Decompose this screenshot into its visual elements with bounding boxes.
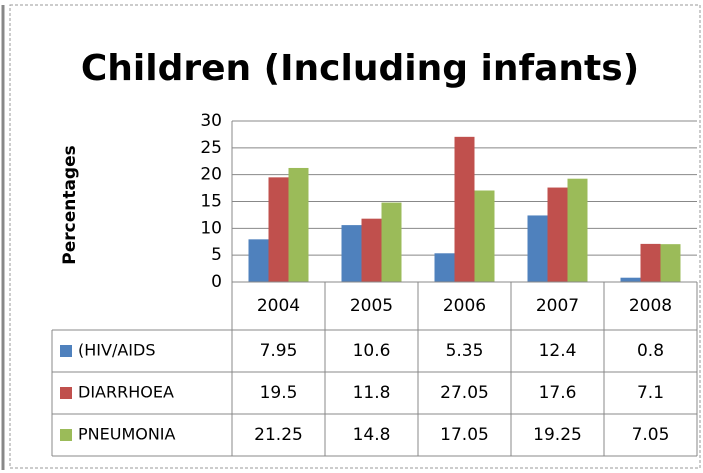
table-value: 19.25 bbox=[533, 425, 582, 445]
table-value: 7.05 bbox=[632, 425, 670, 445]
bar bbox=[434, 253, 455, 282]
chart-border bbox=[9, 4, 701, 469]
legend-label: DIARRHOEA bbox=[78, 383, 174, 402]
table-value: 12.4 bbox=[539, 341, 577, 361]
bar bbox=[268, 177, 289, 282]
y-tick-label: 5 bbox=[211, 245, 222, 265]
chart-title: Children (Including infants) bbox=[81, 48, 639, 89]
legend-label: (HIV/AIDS bbox=[78, 341, 155, 360]
legend-swatch bbox=[60, 429, 72, 441]
legend-label: PNEUMONIA bbox=[78, 425, 176, 444]
y-axis-label: Percentages bbox=[60, 145, 80, 265]
table-value: 0.8 bbox=[637, 341, 664, 361]
bar bbox=[288, 167, 309, 282]
y-tick-label: 10 bbox=[200, 218, 222, 238]
table-value: 21.25 bbox=[254, 425, 303, 445]
bar bbox=[454, 136, 475, 282]
table-value: 27.05 bbox=[440, 383, 489, 403]
x-tick-label: 2008 bbox=[629, 296, 672, 316]
legend-swatch bbox=[60, 387, 72, 399]
x-tick-label: 2005 bbox=[350, 296, 393, 316]
bar bbox=[527, 215, 548, 282]
y-tick-label: 25 bbox=[200, 138, 222, 158]
y-tick-label: 20 bbox=[200, 165, 222, 185]
bar bbox=[640, 243, 661, 282]
bar bbox=[361, 218, 382, 282]
bar bbox=[474, 190, 495, 282]
table-value: 17.05 bbox=[440, 425, 489, 445]
bar bbox=[341, 225, 362, 282]
bar bbox=[567, 178, 588, 282]
y-tick-label: 30 bbox=[200, 111, 222, 131]
x-tick-label: 2004 bbox=[257, 296, 300, 316]
bar bbox=[547, 187, 568, 282]
bar bbox=[620, 277, 641, 282]
y-tick-label: 15 bbox=[200, 192, 222, 212]
bar bbox=[381, 202, 402, 282]
bar bbox=[660, 244, 681, 282]
bar bbox=[248, 239, 269, 282]
y-tick-label: 0 bbox=[211, 272, 222, 292]
table-value: 7.95 bbox=[260, 341, 298, 361]
table-value: 14.8 bbox=[353, 425, 391, 445]
table-value: 17.6 bbox=[539, 383, 577, 403]
table-value: 7.1 bbox=[637, 383, 664, 403]
table-value: 10.6 bbox=[353, 341, 391, 361]
x-tick-label: 2007 bbox=[536, 296, 579, 316]
legend-swatch bbox=[60, 345, 72, 357]
table-value: 11.8 bbox=[353, 383, 391, 403]
x-tick-label: 2006 bbox=[443, 296, 486, 316]
table-value: 19.5 bbox=[260, 383, 298, 403]
table-value: 5.35 bbox=[446, 341, 484, 361]
